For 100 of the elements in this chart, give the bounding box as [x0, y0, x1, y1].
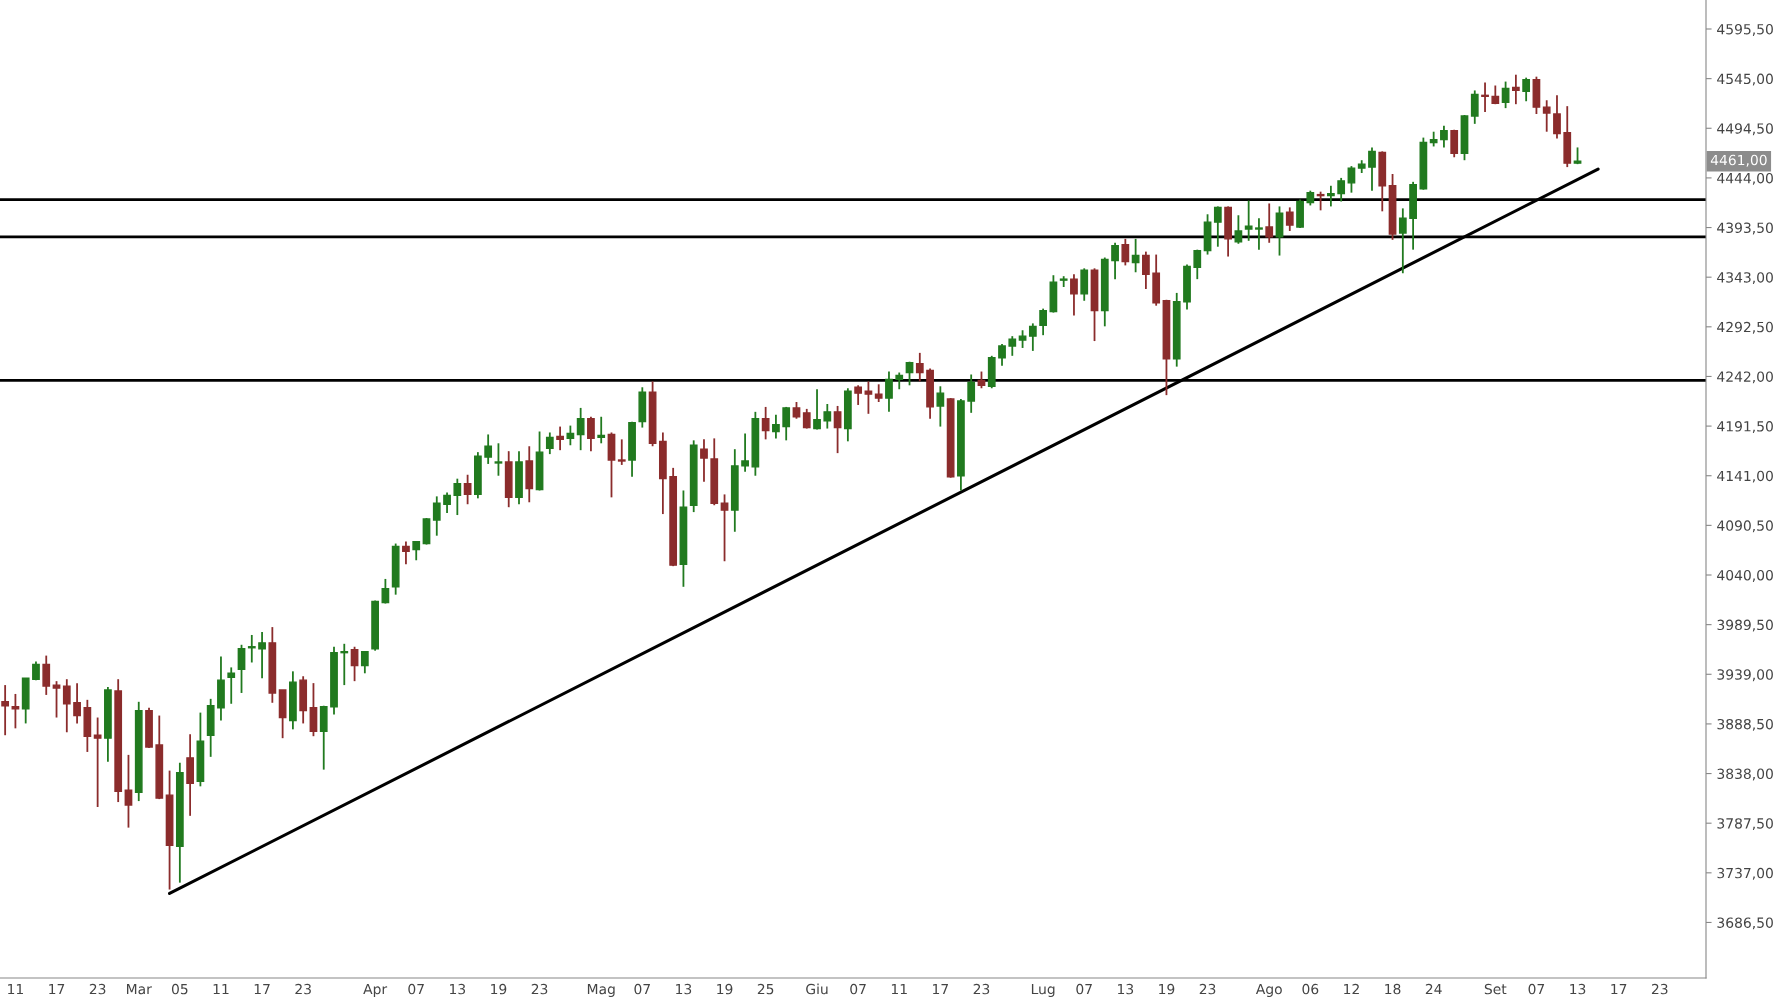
candlestick — [1111, 241, 1119, 281]
y-tick-label: 4191,50 — [1717, 421, 1773, 433]
x-tick-label: 19 — [1159, 983, 1175, 995]
x-tick-label: 25 — [757, 983, 774, 995]
candlestick — [1265, 202, 1274, 244]
candlestick — [720, 493, 729, 563]
x-tick-label: 23 — [531, 983, 548, 995]
y-tick-label: 3737,00 — [1717, 867, 1773, 880]
y-tick-label: 4444,00 — [1717, 172, 1773, 185]
x-tick-label: Lug — [1031, 983, 1055, 997]
x-tick-label: 17 — [1611, 983, 1627, 995]
x-tick-label: 06 — [1302, 983, 1319, 995]
candlestick — [1450, 128, 1459, 159]
x-tick-label: 07 — [408, 983, 424, 995]
x-tick-label: Giu — [806, 983, 828, 995]
candlestick — [915, 351, 924, 383]
candlestick — [1039, 307, 1048, 337]
candlestick — [1121, 237, 1130, 267]
candlestick — [833, 405, 842, 455]
y-tick-label: 3787,50 — [1717, 818, 1773, 831]
x-tick-label: 13 — [676, 983, 692, 995]
candlestick — [1142, 250, 1150, 290]
candlestick — [463, 473, 472, 506]
candlestick — [360, 650, 369, 675]
x-tick-label: 07 — [1528, 983, 1545, 995]
candlestick — [1028, 322, 1037, 352]
x-tick-label: 18 — [1385, 983, 1401, 995]
x-tick-label: 07 — [634, 983, 650, 995]
candlestick — [309, 682, 318, 738]
candlestick — [1234, 214, 1243, 245]
candlestick — [802, 407, 811, 430]
candlestick — [237, 643, 246, 694]
candlestick — [1542, 99, 1551, 133]
candlestick — [566, 424, 575, 447]
x-tick-label: 12 — [1344, 983, 1359, 995]
candlestick — [782, 406, 791, 442]
y-tick-label: 3888,50 — [1717, 718, 1773, 731]
candlestick — [1337, 177, 1346, 203]
x-tick-label: Set — [1484, 983, 1507, 995]
y-tick-label: 4292,50 — [1717, 321, 1773, 334]
candlestick — [402, 540, 410, 566]
candlestick — [62, 678, 71, 734]
candlestick — [1070, 273, 1078, 317]
candlestick — [1398, 207, 1407, 275]
candlestick — [1244, 199, 1253, 242]
y-tick-label: 4494,50 — [1717, 123, 1773, 136]
candlestick — [772, 413, 780, 440]
candlestick — [42, 654, 51, 696]
x-tick-label: Ago — [1255, 983, 1282, 997]
y-tick-label: 4141,00 — [1717, 470, 1773, 483]
candlestick — [1553, 94, 1561, 140]
candlestick — [453, 477, 462, 516]
candlestick — [1327, 184, 1335, 208]
candlestick — [484, 433, 493, 465]
candlestick — [967, 373, 976, 414]
candlestick — [761, 406, 770, 441]
x-tick-label: 17 — [49, 983, 65, 995]
candlestick — [412, 540, 421, 562]
x-tick-label: 07 — [850, 983, 866, 995]
candlestick — [340, 642, 349, 686]
x-tick-label: Apr — [363, 983, 388, 997]
x-tick-label: 19 — [491, 983, 507, 995]
candlestick — [258, 631, 266, 680]
x-tick-label: 07 — [1076, 983, 1092, 995]
candlestick — [1511, 73, 1520, 106]
candlestick — [998, 343, 1006, 367]
candlestick — [587, 415, 595, 453]
candlestick — [247, 634, 256, 664]
candlestick — [52, 680, 61, 719]
candlestick — [73, 682, 81, 725]
candlestick — [1193, 248, 1202, 281]
x-tick-label: 23 — [973, 983, 990, 995]
candlestick — [556, 425, 564, 452]
text: 4461,00 — [1710, 154, 1767, 167]
x-tick-label: 11 — [891, 983, 907, 995]
candlestick — [700, 438, 708, 483]
candlestick — [1213, 205, 1222, 248]
candlestick — [823, 403, 832, 430]
candlestick — [617, 438, 626, 466]
y-tick-label: 3838,00 — [1717, 768, 1773, 781]
y-tick-label: 3989,50 — [1717, 619, 1773, 632]
x-tick-label: 11 — [8, 983, 23, 995]
y-tick-label: 4242,00 — [1717, 371, 1773, 384]
x-tick-label: Mar — [127, 983, 152, 995]
x-tick-label: 23 — [1651, 983, 1668, 995]
candlestick — [494, 442, 503, 477]
candlestick — [1522, 76, 1531, 103]
x-tick-label: 17 — [933, 983, 948, 995]
candlestick — [1501, 80, 1510, 110]
candlestick — [545, 431, 554, 456]
candlestick — [854, 384, 863, 406]
candlestick — [93, 716, 102, 808]
x-tick-label: 05 — [171, 983, 188, 995]
candlestick — [1285, 206, 1294, 232]
y-tick-label: 3939,00 — [1717, 669, 1773, 682]
x-tick-label: 11 — [213, 983, 229, 995]
candlestick — [1008, 335, 1017, 357]
x-tick-label: 23 — [89, 983, 106, 995]
y-tick-label: 4040,00 — [1717, 569, 1773, 582]
candlestick — [1347, 165, 1356, 194]
